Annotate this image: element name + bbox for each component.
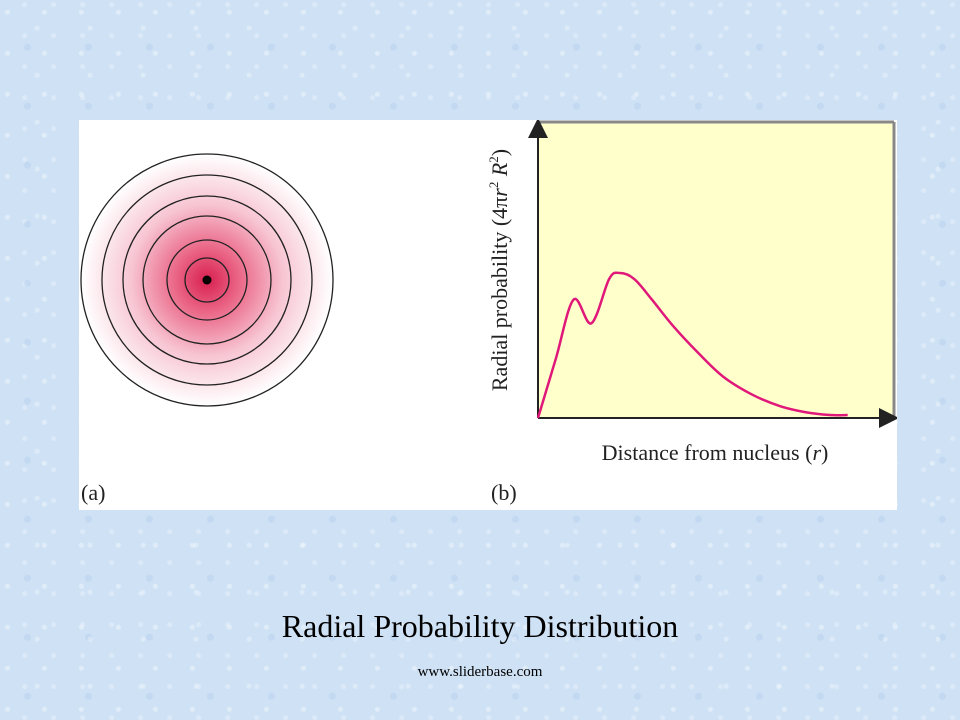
plot-area — [538, 122, 894, 418]
figure-svg: (a) Radial probability (4πr2 R2) Distanc… — [80, 120, 897, 505]
radial-probability-chart — [528, 120, 897, 428]
ring — [184, 257, 230, 303]
ring — [166, 239, 248, 321]
ring — [142, 215, 272, 345]
probability-curve — [536, 271, 848, 419]
panel-b-label: (b) — [491, 480, 517, 505]
ring — [80, 153, 334, 407]
electron-density-diagram — [80, 153, 334, 407]
figure-panel: (a) Radial probability (4πr2 R2) Distanc… — [79, 120, 897, 510]
y-axis-label: Radial probability (4πr2 R2) — [486, 149, 512, 391]
slide-title: Radial Probability Distribution — [281, 608, 679, 644]
nucleus-dot — [202, 275, 212, 285]
panel-a-label: (a) — [81, 480, 105, 505]
x-axis-label: Distance from nucleus (r) — [602, 440, 829, 465]
footer-url: www.sliderbase.com — [417, 664, 543, 680]
ring — [101, 174, 313, 386]
ring — [122, 195, 292, 365]
